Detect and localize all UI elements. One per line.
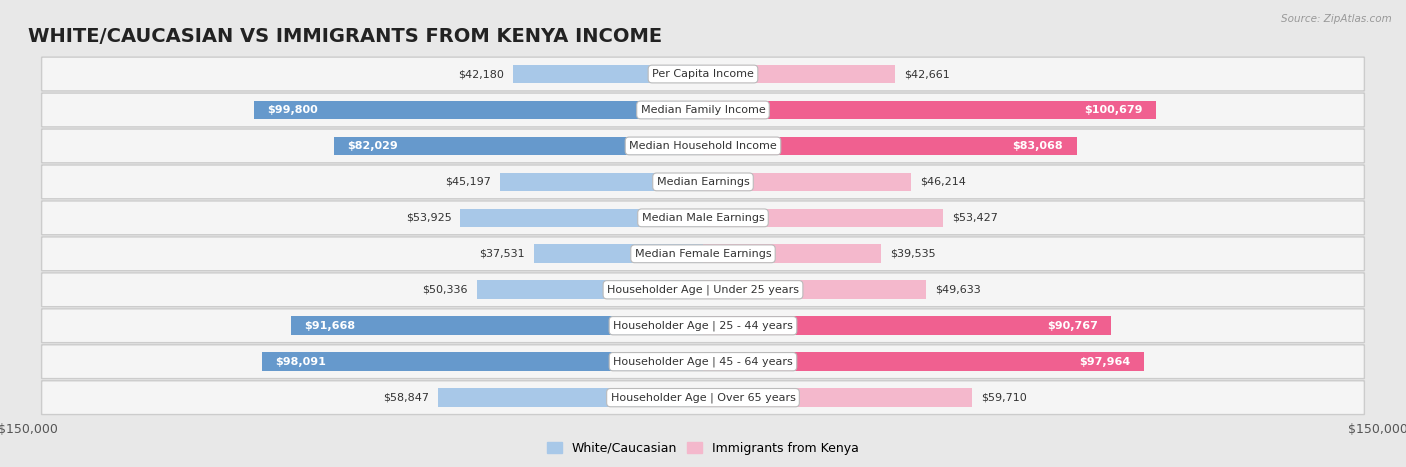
Text: $45,197: $45,197 — [444, 177, 491, 187]
Bar — [439, 388, 703, 407]
Bar — [703, 280, 927, 299]
FancyBboxPatch shape — [42, 381, 1364, 415]
FancyBboxPatch shape — [42, 345, 1364, 379]
Text: Median Earnings: Median Earnings — [657, 177, 749, 187]
Text: WHITE/CAUCASIAN VS IMMIGRANTS FROM KENYA INCOME: WHITE/CAUCASIAN VS IMMIGRANTS FROM KENYA… — [28, 27, 662, 46]
Text: Householder Age | 25 - 44 years: Householder Age | 25 - 44 years — [613, 320, 793, 331]
Bar — [703, 244, 882, 263]
Text: $58,847: $58,847 — [384, 393, 429, 403]
Bar — [703, 388, 972, 407]
Bar — [291, 316, 703, 335]
Text: $83,068: $83,068 — [1012, 141, 1063, 151]
FancyBboxPatch shape — [42, 201, 1364, 235]
Text: Householder Age | Under 25 years: Householder Age | Under 25 years — [607, 284, 799, 295]
Text: Householder Age | Over 65 years: Householder Age | Over 65 years — [610, 392, 796, 403]
Bar — [703, 172, 911, 191]
Text: $53,925: $53,925 — [406, 213, 451, 223]
Text: $50,336: $50,336 — [422, 285, 468, 295]
Text: Median Male Earnings: Median Male Earnings — [641, 213, 765, 223]
Text: Median Female Earnings: Median Female Earnings — [634, 249, 772, 259]
Text: $59,710: $59,710 — [980, 393, 1026, 403]
Text: Median Household Income: Median Household Income — [628, 141, 778, 151]
Bar — [703, 64, 896, 84]
Bar — [262, 352, 703, 371]
Text: $100,679: $100,679 — [1084, 105, 1143, 115]
Bar — [534, 244, 703, 263]
Bar — [460, 208, 703, 227]
Bar — [703, 100, 1156, 120]
Bar — [499, 172, 703, 191]
Text: $42,661: $42,661 — [904, 69, 949, 79]
Text: $46,214: $46,214 — [920, 177, 966, 187]
Bar — [254, 100, 703, 120]
Text: $99,800: $99,800 — [267, 105, 318, 115]
FancyBboxPatch shape — [42, 57, 1364, 91]
FancyBboxPatch shape — [42, 129, 1364, 163]
FancyBboxPatch shape — [42, 165, 1364, 199]
Text: $39,535: $39,535 — [890, 249, 935, 259]
Text: $37,531: $37,531 — [479, 249, 526, 259]
Text: Median Family Income: Median Family Income — [641, 105, 765, 115]
FancyBboxPatch shape — [42, 309, 1364, 343]
Legend: White/Caucasian, Immigrants from Kenya: White/Caucasian, Immigrants from Kenya — [541, 437, 865, 460]
Text: $97,964: $97,964 — [1078, 357, 1130, 367]
Bar — [335, 136, 703, 156]
FancyBboxPatch shape — [42, 273, 1364, 307]
Text: $91,668: $91,668 — [304, 321, 356, 331]
Text: $53,427: $53,427 — [952, 213, 998, 223]
Bar — [477, 280, 703, 299]
FancyBboxPatch shape — [42, 237, 1364, 271]
Bar — [703, 208, 943, 227]
Bar — [703, 136, 1077, 156]
Bar — [513, 64, 703, 84]
Text: $98,091: $98,091 — [276, 357, 326, 367]
Text: $90,767: $90,767 — [1047, 321, 1098, 331]
Text: Source: ZipAtlas.com: Source: ZipAtlas.com — [1281, 14, 1392, 24]
FancyBboxPatch shape — [42, 93, 1364, 127]
Bar — [703, 316, 1111, 335]
Text: Householder Age | 45 - 64 years: Householder Age | 45 - 64 years — [613, 356, 793, 367]
Text: $82,029: $82,029 — [347, 141, 398, 151]
Text: $42,180: $42,180 — [458, 69, 505, 79]
Text: $49,633: $49,633 — [935, 285, 981, 295]
Text: Per Capita Income: Per Capita Income — [652, 69, 754, 79]
Bar — [703, 352, 1143, 371]
